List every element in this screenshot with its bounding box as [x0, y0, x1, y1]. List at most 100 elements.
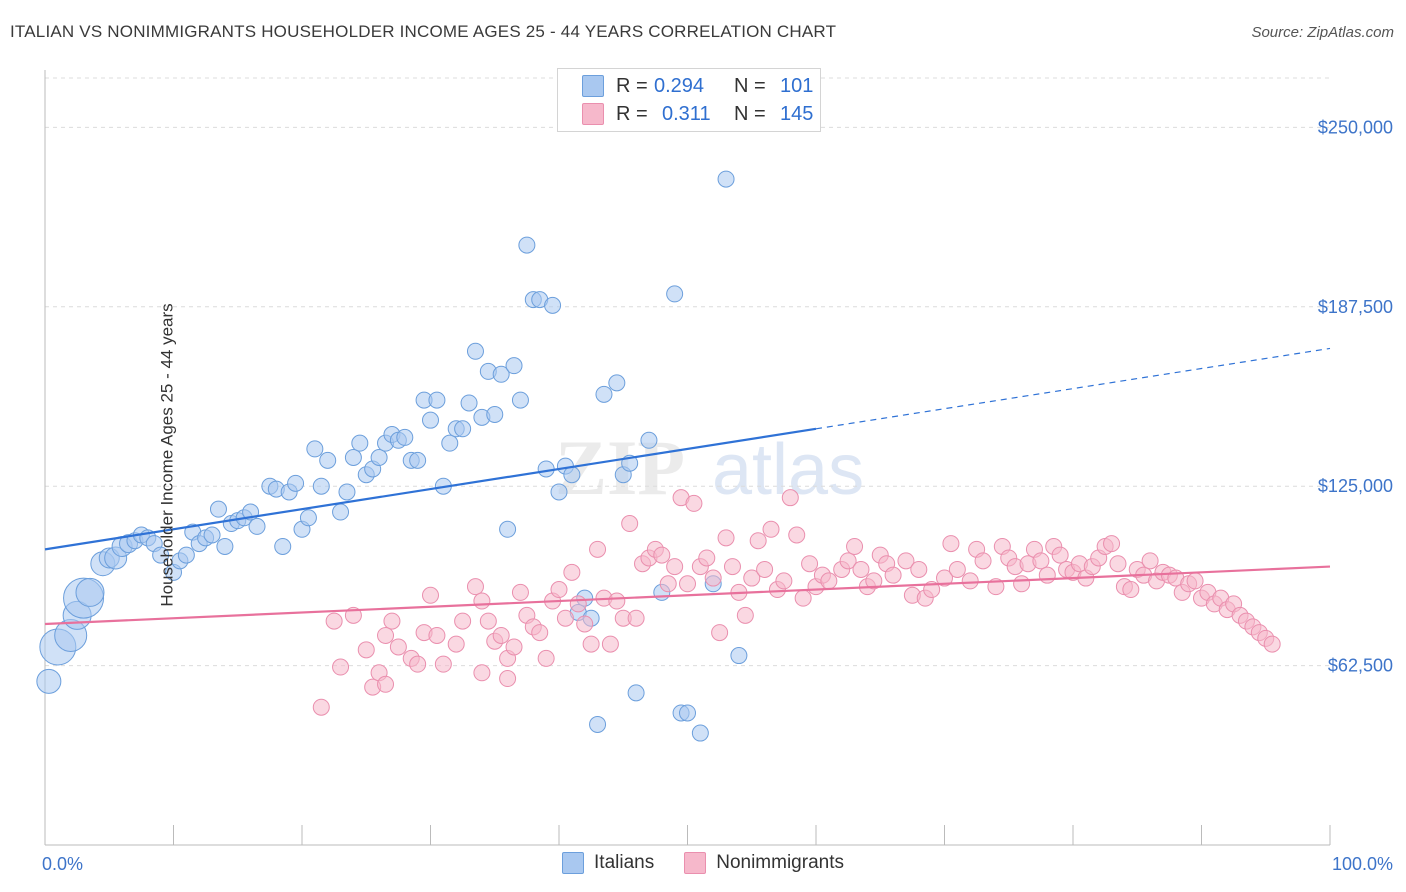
nonimmigrants-point	[666, 558, 684, 576]
nonimmigrants-point	[499, 670, 517, 688]
y-tick-label: $125,000	[1318, 476, 1393, 496]
nonimmigrants-point	[1263, 635, 1281, 653]
italians-point	[248, 517, 266, 535]
nonimmigrants-point	[556, 609, 574, 627]
nonimmigrants-point	[659, 575, 677, 593]
nonimmigrants-point	[377, 675, 395, 693]
italians-point	[332, 503, 350, 521]
nonimmigrants-point	[511, 583, 529, 601]
italians-point	[209, 500, 227, 518]
nonimmigrants-point	[576, 615, 594, 633]
nonimmigrants-point	[608, 592, 626, 610]
watermark: ZIP atlas	[555, 424, 864, 511]
series-legend-italians[interactable]: Italians	[562, 852, 654, 874]
series-legend-nonimmigrants[interactable]: Nonimmigrants	[684, 852, 844, 874]
italians-point	[396, 428, 414, 446]
nonimmigrants-point	[505, 638, 523, 656]
italians-point	[344, 449, 362, 466]
legend-r-label: R =	[616, 102, 648, 125]
italians-point	[627, 684, 645, 702]
italians-point	[466, 342, 484, 360]
nonimmigrants-point	[447, 635, 465, 653]
nonimmigrants-point	[1141, 552, 1159, 570]
italians-point	[75, 577, 105, 607]
nonimmigrants-point	[1122, 581, 1140, 599]
trend-lines	[44, 347, 1331, 626]
italians-point	[152, 546, 170, 564]
nonimmigrants-point	[865, 572, 883, 590]
stats-legend: R = 0.294 N = 101 R = 0.311 N = 145	[557, 68, 821, 132]
legend-n-value: 101	[780, 74, 814, 97]
nonimmigrants-point	[884, 566, 902, 584]
italians-point	[370, 449, 388, 466]
tick-labels: $62,500 $125,000 $187,500 $250,000 0.0% 100.0…	[42, 117, 1393, 874]
nonimmigrants-point	[839, 552, 857, 570]
nonimmigrants-point	[357, 641, 375, 659]
nonimmigrants-point	[910, 560, 928, 578]
nonimmigrants-point	[383, 612, 401, 630]
nonimmigrants-point	[479, 612, 497, 630]
nonimmigrants-point	[466, 578, 484, 596]
nonimmigrants-point	[377, 626, 395, 644]
italians-point	[203, 526, 221, 544]
x-tick-label-min: 0.0%	[42, 854, 83, 874]
nonimmigrants-point	[846, 537, 864, 555]
nonimmigrants-point	[749, 532, 767, 550]
nonimmigrants-point	[332, 658, 350, 676]
italians-points	[36, 170, 748, 742]
nonimmigrants-point	[679, 575, 696, 593]
italians-point	[274, 537, 292, 555]
nonimmigrants-point	[897, 552, 915, 570]
italians-point	[550, 483, 568, 501]
italians-point	[505, 357, 523, 375]
nonimmigrants-point	[762, 520, 780, 538]
nonimmigrants-point	[563, 563, 581, 581]
source-label: Source: ZipAtlas.com	[1251, 24, 1394, 41]
legend-r-label: R =	[616, 74, 648, 97]
italians-point	[409, 451, 427, 469]
nonimmigrants-point	[698, 549, 716, 567]
nonimmigrants-point	[820, 572, 838, 590]
italians-point	[595, 385, 613, 403]
chart-title: ITALIAN VS NONIMMIGRANTS HOUSEHOLDER INC…	[10, 22, 837, 41]
series-swatch-italians	[562, 852, 585, 874]
italians-point	[730, 647, 748, 665]
y-tick-label: $250,000	[1318, 117, 1393, 137]
nonimmigrants-point	[582, 635, 600, 653]
italians-point	[679, 704, 696, 722]
nonimmigrants-point	[794, 589, 812, 607]
italians-trend-line	[44, 427, 817, 551]
legend-n-label: N =	[734, 102, 766, 125]
nonimmigrants-point	[711, 624, 729, 642]
nonimmigrants-point	[685, 494, 703, 512]
italians-point	[691, 724, 709, 742]
nonimmigrants-point	[589, 540, 607, 558]
legend-n-label: N =	[734, 74, 766, 97]
series-swatch-nonimmigrants	[684, 852, 707, 874]
italians-point	[287, 474, 305, 492]
italians-point	[306, 440, 324, 458]
italians-point	[441, 434, 459, 452]
nonimmigrants-point	[788, 526, 806, 544]
nonimmigrants-point	[756, 560, 774, 578]
nonimmigrants-point	[704, 569, 722, 587]
nonimmigrants-point	[325, 612, 343, 630]
italians-point	[608, 374, 626, 392]
italians-point	[537, 460, 555, 478]
italians-point	[428, 391, 446, 409]
nonimmigrants-point	[627, 609, 645, 627]
nonimmigrants-point	[1038, 566, 1056, 584]
nonimmigrants-points	[312, 489, 1281, 716]
nonimmigrants-point	[801, 555, 819, 573]
italians-point	[299, 509, 317, 527]
italians-point	[312, 477, 330, 495]
italians-point	[518, 236, 536, 254]
nonimmigrants-point	[601, 635, 619, 653]
nonimmigrants-point	[653, 546, 671, 564]
legend-swatch-italians	[582, 75, 604, 97]
italians-point	[36, 668, 62, 694]
italians-point	[177, 546, 195, 564]
nonimmigrants-point	[775, 572, 793, 590]
legend-n-value: 145	[780, 102, 814, 125]
nonimmigrants-point	[1013, 575, 1031, 593]
